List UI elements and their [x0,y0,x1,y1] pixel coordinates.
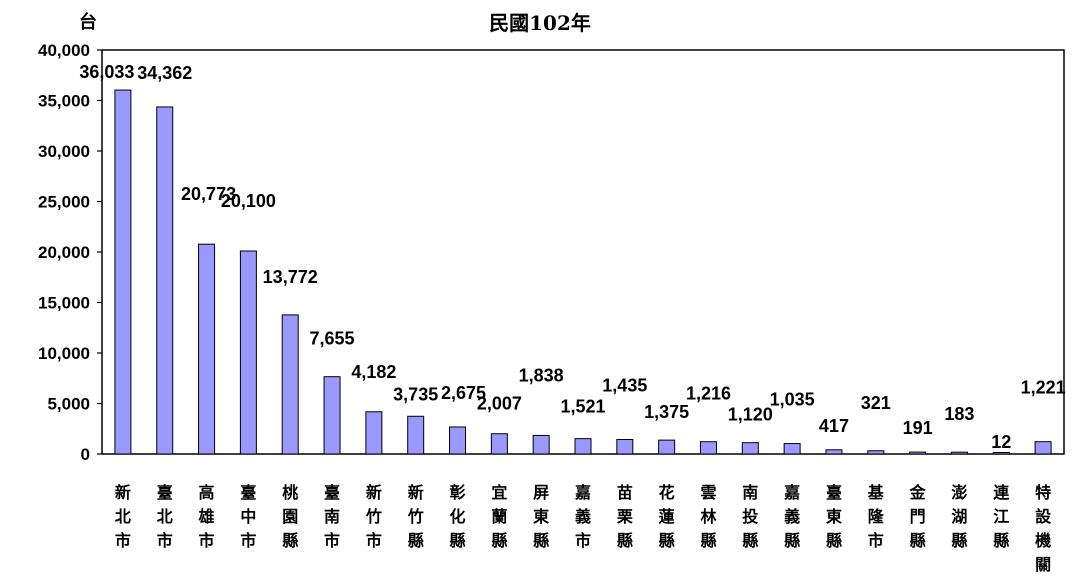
y-tick-label: 15,000 [38,294,90,313]
bar [281,314,299,455]
y-tick-label: 5,000 [47,395,90,414]
x-axis-labels: 新北市 臺北市 高雄市 臺中市 桃園縣 臺南市 新竹市 新竹縣 彰化縣 宜蘭縣 屏東縣 嘉義市 苗栗縣 花… [115,483,1052,574]
bar [490,433,508,455]
data-label: 1,375 [644,402,689,422]
y-tick-label: 35,000 [38,92,90,111]
y-unit-label: 台 [79,11,97,33]
data-label: 4,182 [351,362,396,382]
y-tick-label: 20,000 [38,243,90,262]
bar [950,451,968,455]
x-tick-label: 基隆市 [867,483,885,550]
x-tick-label: 臺北市 [157,483,173,550]
bar [825,449,843,455]
bar [574,438,592,455]
data-label: 321 [861,393,891,413]
x-tick-label: 連江縣 [993,483,1010,550]
bar [658,439,676,455]
x-tick-label: 花蓮縣 [659,483,675,550]
x-tick-label: 苗栗縣 [617,483,633,550]
data-label: 7,655 [310,329,355,349]
bar [365,411,383,455]
bar [783,443,801,455]
x-tick-label: 嘉義縣 [783,483,800,550]
data-label: 3,735 [393,384,438,404]
x-tick-label: 宜蘭縣 [491,483,507,550]
x-tick-label: 雲林縣 [700,483,716,550]
bar [323,376,341,455]
bar [909,451,927,455]
data-label: 20,773 [181,184,236,204]
x-tick-label: 新北市 [115,483,131,550]
data-label: 183 [944,404,974,424]
y-tick-label: 0 [81,445,90,464]
plot-area [101,49,1065,455]
data-label: 1,221 [1021,378,1066,398]
x-tick-label: 臺中市 [240,483,256,550]
x-tick-label: 新竹市 [365,483,382,550]
x-tick-label: 屏東縣 [533,483,549,550]
data-label: 12 [991,432,1011,452]
x-tick-label: 高雄市 [198,483,215,550]
bar [741,442,759,455]
x-tick-label: 彰化縣 [450,483,466,550]
bars [114,89,1052,455]
y-axis: 0 5,000 10,000 15,000 20,000 25,000 30,000 35,0… [38,41,102,464]
data-label: 1,435 [602,376,647,396]
data-label: 20,100 [221,191,276,211]
x-tick-label: 新竹縣 [407,483,424,550]
bar [616,439,634,455]
y-tick-label: 10,000 [38,344,90,363]
data-label: 417 [819,416,849,436]
data-label: 1,035 [770,390,815,410]
data-label: 13,772 [263,267,318,287]
x-tick-label: 嘉義市 [574,483,591,550]
y-tick-label: 40,000 [38,41,90,60]
bar [407,415,425,455]
data-label: 1,216 [686,384,731,404]
x-tick-label: 南投縣 [742,483,758,550]
data-label: 1,838 [519,365,564,385]
data-label: 1,521 [560,397,605,417]
bar [449,426,467,455]
chart-title: 民國102年 [489,11,591,35]
bar [867,450,885,455]
bar [699,441,717,455]
x-tick-label: 臺南市 [324,483,340,550]
y-tick-label: 25,000 [38,193,90,212]
bar [239,250,257,455]
y-tick-label: 30,000 [38,142,90,161]
data-label: 1,120 [728,405,773,425]
x-tick-label: 桃園縣 [282,483,298,550]
bar [1034,441,1052,455]
x-tick-label: 金門縣 [909,483,927,550]
data-label: 191 [903,418,933,438]
data-label: 34,362 [137,63,192,83]
x-tick-label: 臺東縣 [826,483,842,550]
data-label: 2,007 [477,394,522,414]
x-tick-label: 澎湖縣 [951,483,967,550]
data-label: 2,675 [441,383,486,403]
bar [198,243,216,455]
data-label: 36,033 [79,62,134,82]
bar [532,434,550,455]
bar [114,89,132,455]
bar [992,452,1010,455]
bar [156,106,174,455]
x-tick-label: 特設機關 [1035,483,1052,574]
